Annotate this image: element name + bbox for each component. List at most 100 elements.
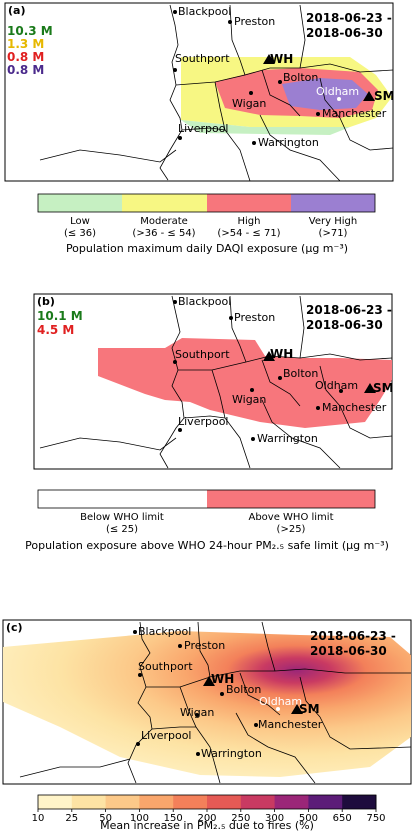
warrington-marker-c <box>196 752 200 756</box>
boundaries-c <box>19 621 412 784</box>
stat-below-b: 10.1 M <box>37 309 83 323</box>
colorbar-segment <box>139 795 174 809</box>
legend-swatch-below <box>38 490 207 508</box>
panel-label-a: (a) <box>8 4 25 17</box>
colorbar-tick-label: 500 <box>299 813 318 824</box>
date-range-a-line1: 2018-06-23 - <box>306 11 392 25</box>
legend-range-above: (>25) <box>277 524 306 535</box>
date-range-c-line2: 2018-06-30 <box>310 644 387 658</box>
sm-marker-c <box>291 704 303 714</box>
region-low-a <box>181 120 350 135</box>
colorbar-tick-label: 300 <box>265 813 284 824</box>
legend-swatch-very-high <box>291 194 375 212</box>
southport-marker-b <box>173 360 177 364</box>
wh-marker <box>263 54 275 64</box>
manchester-label-b: Manchester <box>322 401 387 414</box>
wh-marker-c <box>203 676 215 686</box>
legend-swatch-low <box>38 194 122 212</box>
southport-marker-c <box>138 673 142 677</box>
manchester-label: Manchester <box>322 107 387 120</box>
colorbar-tick-label: 150 <box>164 813 183 824</box>
bolton-label-b: Bolton <box>283 367 318 380</box>
liverpool-label-b: Liverpool <box>178 415 228 428</box>
liverpool-label: Liverpool <box>178 122 228 135</box>
wigan-marker-b <box>250 388 254 392</box>
liverpool-marker-c <box>136 742 140 746</box>
manchester-label-c: Manchester <box>258 718 323 731</box>
legend-range-high: (>54 - ≤ 71) <box>217 228 280 239</box>
southport-label: Southport <box>175 52 230 65</box>
preston-label-c: Preston <box>184 639 225 652</box>
colorbar-title-c: Mean increase in PM₂.₅ due to fires (%) <box>100 819 314 832</box>
blackpool-label-b: Blackpool <box>178 295 231 308</box>
date-range-a-line2: 2018-06-30 <box>306 26 383 40</box>
colorbar-segment <box>342 795 377 809</box>
wigan-label-c: Wigan <box>180 706 214 719</box>
preston-marker-c <box>178 644 182 648</box>
southport-label-c: Southport <box>138 660 193 673</box>
liverpool-marker-b <box>178 428 182 432</box>
sm-marker-b <box>364 383 376 393</box>
colorbar-segment <box>38 795 73 809</box>
blackpool-marker-b <box>173 300 177 304</box>
bolton-marker-b <box>278 376 282 380</box>
colorbar-segment <box>308 795 343 809</box>
colorbar-segment <box>105 795 140 809</box>
panel-a: Blackpool Preston Southport WH Bolton Ol… <box>0 0 414 260</box>
southport-label-b: Southport <box>175 348 230 361</box>
preston-label-b: Preston <box>234 311 275 324</box>
wh-label-c: WH <box>211 672 234 686</box>
legend-name-very-high: Very High <box>309 216 357 227</box>
legend-title-b: Population exposure above WHO 24-hour PM… <box>25 539 389 552</box>
bolton-label: Bolton <box>283 71 318 84</box>
colorbar-tick-label: 50 <box>99 813 112 824</box>
wigan-marker-c <box>195 713 199 717</box>
legend-name-high: High <box>238 216 261 227</box>
colorbar-tick-label: 200 <box>197 813 216 824</box>
blackpool-marker-c <box>133 630 137 634</box>
colorbar-tick-label: 10 <box>32 813 45 824</box>
panel-label-c: (c) <box>6 621 23 634</box>
wigan-label-b: Wigan <box>232 393 266 406</box>
colorbar-segment <box>173 795 208 809</box>
legend-range-below: (≤ 25) <box>106 524 138 535</box>
wigan-label: Wigan <box>232 97 266 110</box>
liverpool-label-c: Liverpool <box>141 729 191 742</box>
stat-very-high-a: 0.8 M <box>7 63 44 77</box>
stat-low-a: 10.3 M <box>7 24 53 38</box>
sm-label: SM <box>374 89 395 103</box>
legend-name-below: Below WHO limit <box>80 512 164 523</box>
plume-region <box>3 631 411 777</box>
sm-label-c: SM <box>299 702 320 716</box>
warrington-label-b: Warrington <box>257 432 318 445</box>
panel-c: Blackpool Preston Southport WH Bolton Ol… <box>0 617 414 833</box>
manchester-marker <box>316 112 320 116</box>
legend-swatch-moderate <box>122 194 207 212</box>
wh-marker-b <box>263 351 275 361</box>
blackpool-label-c: Blackpool <box>138 625 191 638</box>
wigan-marker <box>249 91 253 95</box>
oldham-label-b: Oldham <box>315 379 358 392</box>
liverpool-marker <box>178 136 182 140</box>
date-range-b-line1: 2018-06-23 - <box>306 303 392 317</box>
warrington-label-c: Warrington <box>201 747 262 760</box>
colorbar-segment <box>240 795 276 809</box>
panel-a-svg: Blackpool Preston Southport WH Bolton Ol… <box>4 2 395 255</box>
legend-swatch-above <box>207 490 375 508</box>
cities-b: Blackpool Preston Southport WH Bolton Ol… <box>173 295 394 445</box>
warrington-label: Warrington <box>258 136 319 149</box>
legend-swatch-high <box>207 194 291 212</box>
sm-marker <box>363 91 375 101</box>
bolton-label-c: Bolton <box>226 683 261 696</box>
wh-label-b: WH <box>270 347 293 361</box>
manchester-marker-b <box>316 406 320 410</box>
stat-above-b: 4.5 M <box>37 323 74 337</box>
legend-title-a: Population maximum daily DAQI exposure (… <box>66 242 348 255</box>
legend-b: Below WHO limit (≤ 25) Above WHO limit (… <box>25 489 389 552</box>
legend-range-very-high: (>71) <box>319 228 348 239</box>
oldham-marker <box>337 97 341 101</box>
stat-high-a: 0.8 M <box>7 50 44 64</box>
legend-range-low: (≤ 36) <box>64 228 96 239</box>
legend-name-above: Above WHO limit <box>248 512 333 523</box>
region-very-high <box>282 78 368 110</box>
